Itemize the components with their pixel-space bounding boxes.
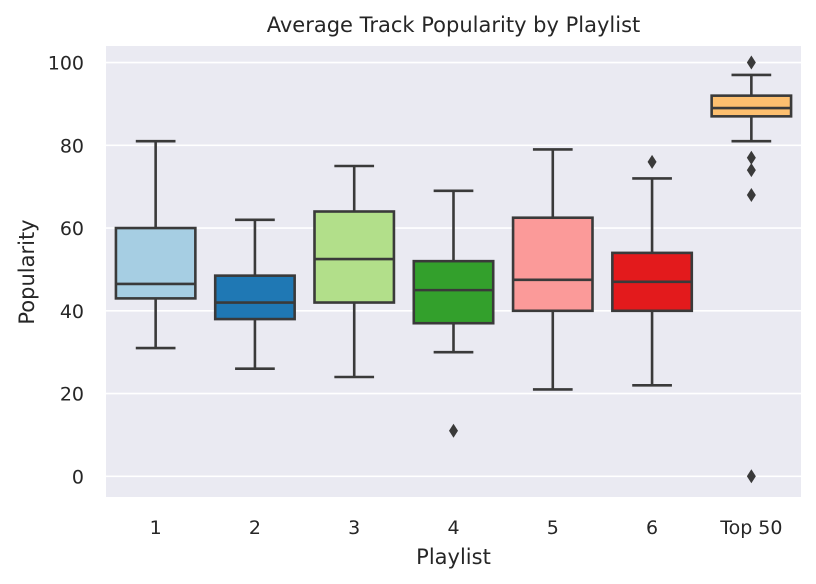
- box: [313, 210, 396, 304]
- box-group: [412, 189, 495, 438]
- x-axis-ticks: 1 2 3 4 5 6 Top 50: [150, 517, 783, 539]
- x-tick-label: 5: [547, 517, 559, 539]
- box-group: [114, 139, 197, 350]
- chart-title: Average Track Popularity by Playlist: [267, 13, 641, 37]
- y-tick-label: 40: [60, 301, 84, 323]
- outlier-point: [647, 154, 657, 169]
- box-group: [313, 164, 396, 379]
- y-tick-label: 20: [60, 384, 84, 406]
- boxes: [114, 55, 793, 484]
- outlier-point: [746, 469, 756, 484]
- x-tick-label: 4: [447, 517, 459, 539]
- box: [114, 226, 197, 300]
- box: [710, 94, 793, 118]
- y-axis-ticks: 0 20 40 60 80 100: [48, 53, 84, 489]
- box: [511, 216, 594, 313]
- outlier-point: [746, 163, 756, 178]
- outlier-point: [449, 423, 458, 438]
- box-group: [511, 148, 594, 391]
- box-group: [611, 154, 694, 387]
- box-group: [710, 55, 793, 484]
- x-tick-label: 3: [348, 517, 360, 539]
- y-axis-label: Popularity: [15, 219, 39, 324]
- y-tick-label: 100: [48, 53, 84, 75]
- y-tick-label: 60: [60, 218, 84, 240]
- x-tick-label: 2: [249, 517, 261, 539]
- x-axis-label: Playlist: [416, 545, 491, 569]
- y-tick-label: 0: [72, 466, 84, 488]
- x-tick-label: 6: [646, 517, 658, 539]
- box: [213, 274, 296, 321]
- box-group: [213, 218, 296, 371]
- box: [412, 259, 495, 325]
- outlier-point: [746, 55, 756, 70]
- y-tick-label: 80: [60, 135, 84, 157]
- outlier-point: [746, 150, 756, 165]
- x-tick-label: Top 50: [719, 517, 782, 539]
- x-tick-label: 1: [150, 517, 162, 539]
- outlier-point: [746, 187, 756, 202]
